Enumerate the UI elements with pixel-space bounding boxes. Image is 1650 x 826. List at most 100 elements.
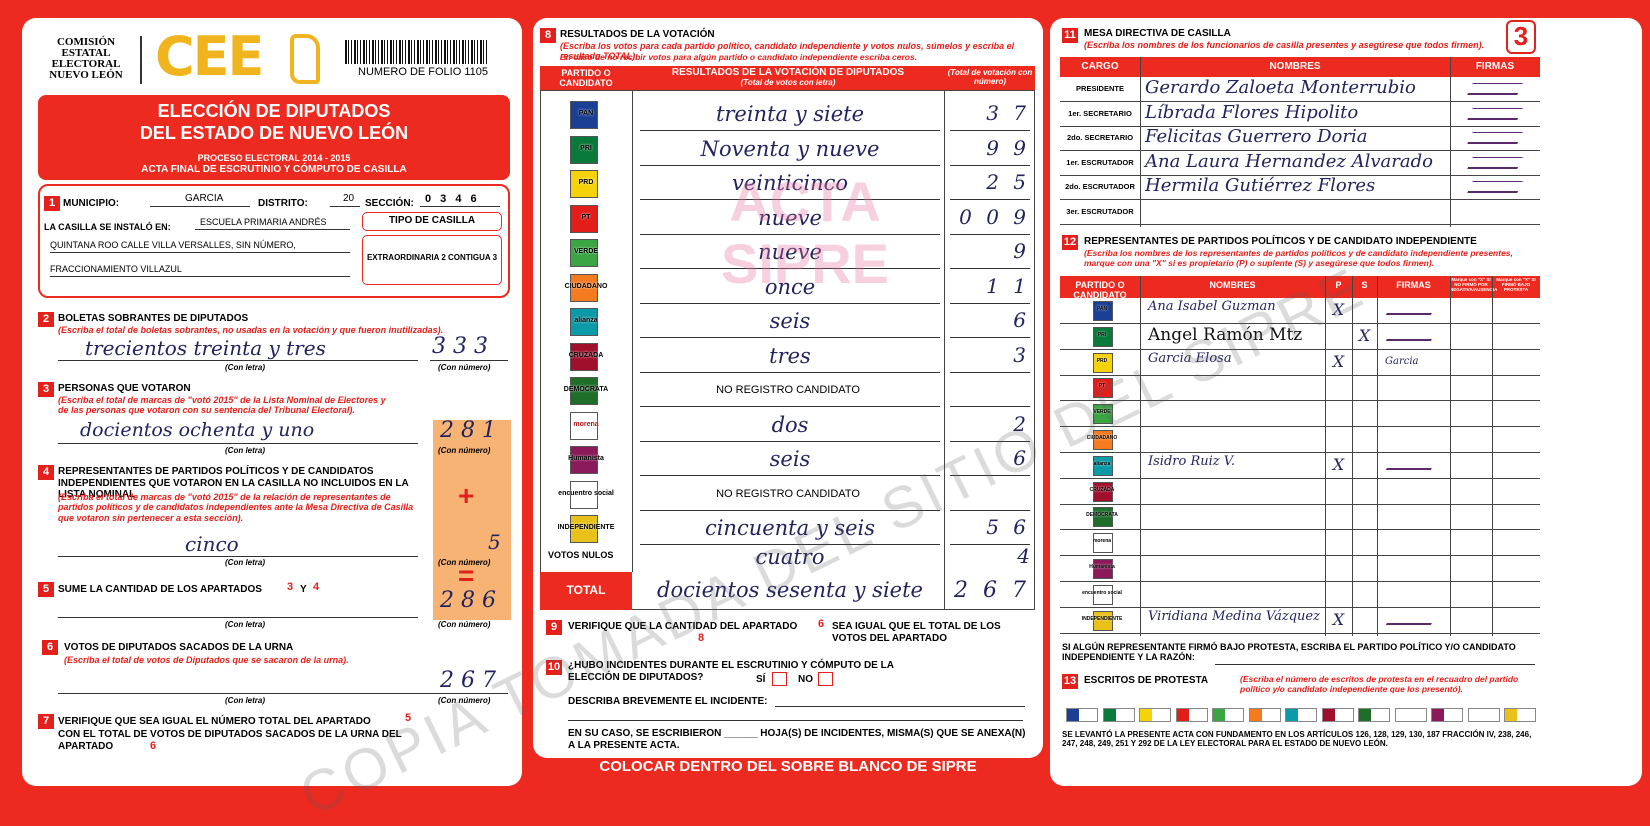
rule: [640, 544, 940, 545]
row-line: [1060, 503, 1540, 505]
rule: [50, 276, 350, 277]
sublabel: (Con número): [438, 363, 491, 372]
col-line: [1352, 276, 1353, 636]
rule: [950, 406, 1030, 407]
party-logo: [1093, 301, 1113, 321]
rule: [195, 229, 350, 230]
party-logo: [1093, 326, 1113, 347]
handwriting: 4: [1017, 544, 1030, 568]
barcode-bar: [411, 40, 412, 64]
section-number: 5: [38, 582, 54, 597]
cargo: 3er. ESCRUTADOR: [1066, 206, 1134, 216]
rule: [640, 337, 940, 338]
barcode-bar: [423, 40, 424, 64]
party-logo: [570, 377, 598, 405]
row-line: [1060, 555, 1540, 557]
value: 0 3 4 6: [425, 193, 480, 205]
row-line: [1060, 606, 1540, 608]
checkbox: [818, 672, 833, 686]
barcode-bar: [393, 40, 394, 64]
handwriting: Ana Isabel Guzman: [1148, 299, 1276, 314]
rule: [58, 360, 418, 361]
party-logo: [1093, 455, 1113, 476]
party-name: DEMÓCRATA: [563, 386, 609, 393]
signature: [1467, 156, 1523, 169]
org-name: ELECTORAL: [51, 58, 121, 70]
party-name: CIUDADANO: [564, 282, 608, 290]
col-line: [944, 90, 945, 610]
note: (Escriba los nombres de los funcionarios…: [1084, 40, 1485, 50]
protest-box: [1212, 708, 1244, 722]
ref: 5: [405, 712, 412, 724]
sheet-number: 3: [1506, 20, 1536, 54]
cargo: 1er. ESCRUTADOR: [1066, 157, 1134, 167]
table-frame: [540, 90, 1035, 610]
handwriting: 9: [1013, 239, 1030, 263]
barcode-bar: [474, 40, 475, 64]
title-box: [38, 95, 510, 180]
handwriting: cincuenta y seis: [704, 516, 876, 540]
column-head: FIRMAS: [1396, 280, 1431, 290]
party-logo: [1093, 559, 1113, 579]
section-number: 1: [44, 196, 60, 211]
section-title: VERIFIQUE QUE LA CANTIDAD DEL APARTADO: [568, 621, 798, 632]
party-name: CRUZADA: [1089, 486, 1115, 493]
title: ELECCIÓN DE DIPUTADOS: [157, 101, 391, 121]
value: GARCIA: [185, 193, 224, 204]
rule: [950, 371, 1030, 373]
handwriting: cuatro: [755, 545, 825, 569]
org-name: COMISIÓN: [56, 36, 116, 48]
section-number: 6: [42, 640, 58, 655]
barcode-bar: [414, 40, 415, 64]
handwriting: 3 7: [986, 101, 1030, 125]
barcode-bar: [453, 40, 455, 64]
barcode-bar: [435, 40, 437, 64]
handwriting: Angel Ramón Mtz: [1148, 324, 1303, 345]
barcode-bar: [399, 40, 401, 64]
party-logo: [1093, 404, 1113, 425]
handwriting: 2 8 1: [440, 418, 496, 443]
barcode-bar: [387, 40, 388, 64]
section-title: REPRESENTANTES DE PARTIDOS POLÍTICOS Y D…: [58, 466, 409, 500]
rule: [420, 206, 500, 207]
column-head: NOMBRES: [1269, 61, 1321, 72]
row-line: [1060, 348, 1540, 350]
handwriting: 6: [1013, 308, 1030, 332]
handwriting: 2 6 7: [440, 668, 496, 693]
sublabel: (Con letra): [225, 446, 265, 455]
party-logo: [570, 204, 598, 233]
column-head: PARTIDO O CANDIDATO: [1073, 280, 1127, 301]
rule: [640, 130, 940, 131]
party-name: PRD: [1096, 357, 1108, 364]
party-name: CIUDADANO: [1086, 435, 1118, 441]
ref: 6: [150, 740, 157, 752]
column-head: Marque con "X" SI FIRMÓ BAJO PROTESTA: [1496, 277, 1536, 293]
party-logo: [570, 101, 598, 129]
barcode-bar: [351, 40, 352, 64]
party-name: VERDE: [1093, 409, 1111, 416]
footer: COLOCAR DENTRO DEL SOBRE BLANCO DE SIPRE: [599, 758, 977, 775]
party-name: Humanista: [568, 455, 604, 462]
row-line: [1060, 174, 1540, 176]
rule: [430, 360, 508, 361]
handwriting: nueve: [758, 205, 822, 230]
watermark: ACTA: [729, 170, 881, 233]
rule: [568, 720, 1023, 721]
section-title: BOLETAS SOBRANTES DE DIPUTADOS: [58, 313, 249, 324]
handwriting: docientos sesenta y siete: [657, 578, 923, 602]
handwriting: seis: [769, 447, 811, 471]
protest-box: [1467, 708, 1500, 722]
rule: [950, 164, 1030, 166]
protest-box: [1321, 708, 1354, 722]
mark-x: X: [1332, 609, 1345, 629]
row-line: [1060, 581, 1540, 582]
total-cell: [540, 572, 632, 610]
party-name: PAN: [578, 110, 594, 117]
map-icon: [290, 34, 320, 84]
rule: [950, 544, 1030, 545]
rule: [330, 206, 360, 207]
party-logo: [570, 135, 598, 164]
handwriting: once: [764, 274, 816, 299]
rule: [50, 252, 350, 253]
barcode-bar: [372, 40, 374, 64]
